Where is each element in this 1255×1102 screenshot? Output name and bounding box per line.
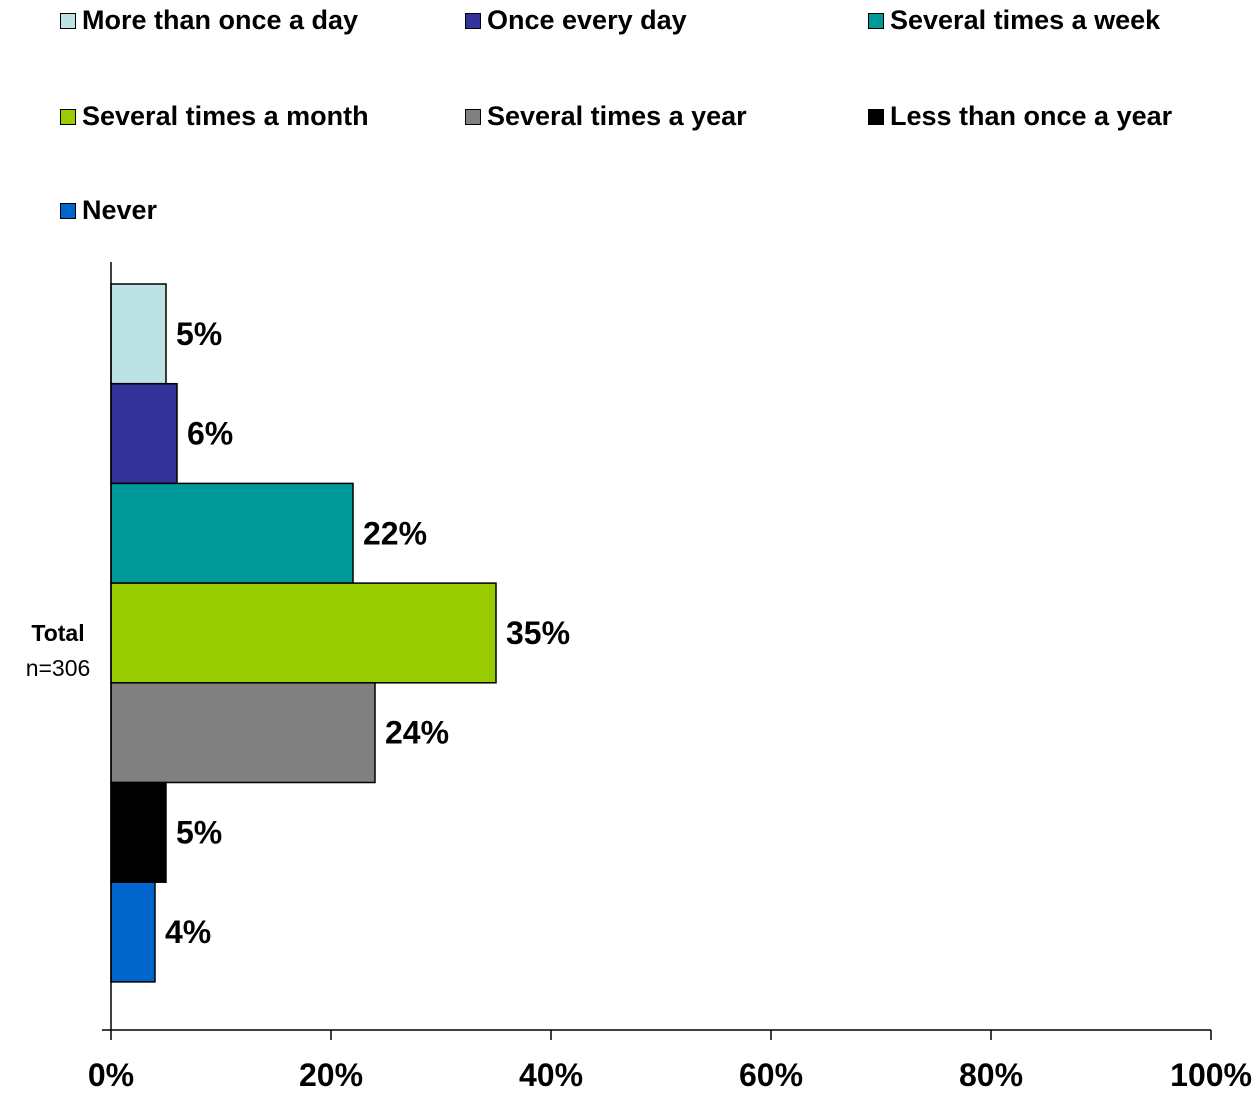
bars-group (110, 283, 497, 983)
legend-label: Once every day (487, 5, 687, 35)
category-label: Total n=306 (8, 620, 108, 682)
legend-label: More than once a day (82, 5, 359, 35)
legend-label: Several times a year (487, 101, 747, 131)
x-ticks-group: 0% 20% 40% 60% 80% 100% (88, 1030, 1252, 1093)
x-tick-label: 0% (88, 1057, 134, 1093)
legend-item: Once every day (465, 5, 687, 36)
x-tick-label: 20% (299, 1057, 363, 1093)
legend-swatch (465, 108, 481, 125)
category-sample-size: n=306 (25, 655, 91, 681)
legend-swatch (868, 108, 884, 125)
data-label: 5% (176, 316, 222, 352)
legend-swatch (60, 12, 76, 29)
axes-group (102, 262, 1211, 1031)
bar (110, 781, 167, 883)
x-tick-label: 40% (519, 1057, 583, 1093)
legend-label: Never (82, 195, 158, 225)
bar (110, 482, 354, 584)
data-label: 22% (363, 515, 427, 551)
legend-swatch (868, 12, 884, 29)
data-label: 24% (385, 715, 449, 751)
data-label: 6% (187, 416, 233, 452)
legend-swatch (465, 12, 481, 29)
legend-label: Several times a month (82, 101, 369, 131)
bar (110, 582, 497, 684)
bar (110, 382, 178, 485)
legend-label: Several times a week (890, 5, 1161, 35)
x-tick-label: 80% (959, 1057, 1023, 1093)
data-labels-group: 5% 6% 22% 35% 24% 5% 4% (165, 316, 570, 950)
data-label: 35% (506, 615, 570, 651)
x-tick-label: 60% (739, 1057, 803, 1093)
legend-item: Several times a month (60, 101, 369, 132)
bar (110, 283, 167, 385)
x-tick-label: 100% (1170, 1057, 1252, 1093)
legend-item: Less than once a year (868, 101, 1172, 132)
legend-label: Less than once a year (890, 101, 1173, 131)
bar (110, 881, 156, 983)
legend-swatch (60, 202, 76, 219)
data-label: 4% (165, 914, 211, 950)
legend-item: Several times a week (868, 5, 1160, 36)
legend-item: More than once a day (60, 5, 358, 36)
data-label: 5% (176, 814, 222, 850)
category-name: Total (31, 620, 85, 646)
legend-item: Never (60, 195, 157, 226)
legend-item: Several times a year (465, 101, 747, 132)
legend-swatch (60, 108, 76, 125)
bar (110, 682, 376, 784)
